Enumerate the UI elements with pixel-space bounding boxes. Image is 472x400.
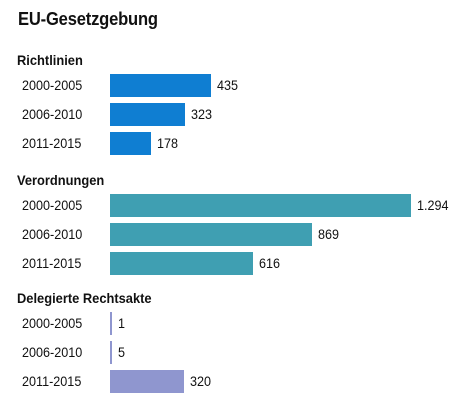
value-label: 435 [217, 77, 239, 93]
category-label: 2000-2005 [22, 77, 83, 93]
value-label: 869 [318, 226, 340, 242]
bar [110, 341, 112, 364]
bar [110, 370, 185, 393]
bar [110, 223, 313, 246]
value-label: 323 [191, 106, 213, 122]
bar [110, 194, 411, 217]
value-label: 5 [118, 344, 126, 360]
group-title: Verordnungen [17, 172, 105, 188]
category-label: 2006-2010 [22, 106, 83, 122]
category-label: 2011-2015 [22, 255, 82, 271]
bar [110, 132, 152, 155]
value-label: 1 [118, 315, 126, 331]
category-label: 2000-2005 [22, 315, 83, 331]
group-title: Delegierte Rechtsakte [17, 290, 152, 306]
value-label: 616 [259, 255, 281, 271]
group-title: Richtlinien [17, 52, 83, 68]
bar [110, 312, 112, 335]
bar [110, 252, 254, 275]
category-label: 2000-2005 [22, 197, 83, 213]
value-label: 320 [190, 373, 212, 389]
category-label: 2006-2010 [22, 226, 83, 242]
category-label: 2011-2015 [22, 373, 82, 389]
value-label: 1.294 [417, 197, 449, 213]
bar [110, 74, 212, 97]
category-label: 2011-2015 [22, 135, 82, 151]
category-label: 2006-2010 [22, 344, 83, 360]
value-label: 178 [157, 135, 179, 151]
bar [110, 103, 186, 126]
chart-title: EU-Gesetzgebung [18, 9, 158, 29]
